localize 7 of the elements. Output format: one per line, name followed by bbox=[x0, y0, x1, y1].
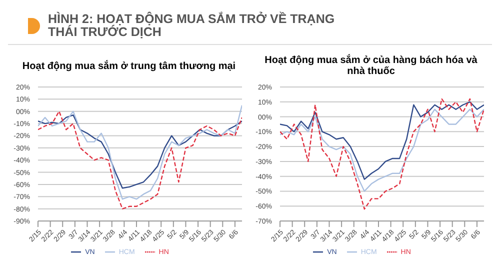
chart-title: Hoạt động mua sắm ở trung tâm thương mại bbox=[21, 59, 237, 74]
line-series bbox=[280, 108, 484, 192]
chart-title: Hoạt động mua sắm ở của hàng bách hóa và nhà thuốc bbox=[264, 53, 478, 79]
line-series bbox=[280, 101, 484, 180]
text: HÌNH 2: HOẠT ĐỘNG MUA SẮM TRỞ VỀ TRẠNG THÁI TRƯỚC DỊCH bbox=[48, 12, 336, 39]
line-series bbox=[280, 98, 484, 210]
line-series bbox=[38, 114, 242, 189]
